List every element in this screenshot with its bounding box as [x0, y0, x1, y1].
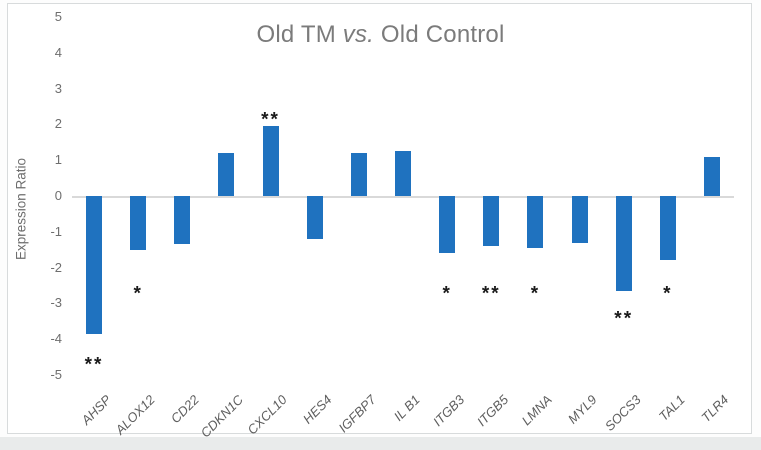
significance-ahsp: ** [84, 354, 104, 376]
x-label-cxcl10: CXCL10 [244, 392, 291, 438]
bar-cxcl10 [262, 126, 279, 196]
bar-lmna [527, 196, 544, 248]
bar-cdkn1c [218, 153, 235, 196]
bar-socs3 [615, 196, 632, 291]
x-label-il-b1: IL B1 [390, 392, 423, 424]
chart-area: Old TM vs. Old Control Expression Ratio … [7, 3, 753, 440]
bar-igfbp7 [350, 153, 367, 196]
chart-title-prefix: Old TM [256, 21, 343, 48]
y-tick-label: 1 [54, 152, 62, 168]
x-label-alox12: ALOX12 [112, 392, 158, 438]
bar-il-b1 [395, 151, 411, 196]
zero-baseline [72, 196, 734, 198]
significance-lmna: * [530, 283, 541, 305]
significance-itgb5: ** [481, 283, 501, 305]
bar-itgb5 [483, 196, 500, 247]
x-label-tlr4: TLR4 [698, 392, 732, 426]
x-label-igfbp7: IGFBP7 [335, 392, 379, 436]
y-tick-label: 4 [54, 44, 62, 60]
x-label-tal1: TAL1 [655, 392, 688, 424]
chart-title: Old TM vs. Old Control [8, 21, 753, 49]
x-label-lmna: LMNA [518, 392, 556, 429]
significance-alox12: * [133, 283, 143, 305]
bar-hes4 [306, 196, 323, 239]
x-label-myl9: MYL9 [564, 392, 600, 427]
x-label-itgb3: ITGB3 [429, 392, 467, 430]
x-label-hes4: HES4 [299, 392, 335, 427]
bar-itgb3 [439, 196, 456, 254]
significance-cxcl10: ** [261, 109, 280, 131]
bar-tlr4 [704, 156, 720, 196]
bar-myl9 [571, 196, 588, 243]
chart-title-italic: vs. [342, 21, 375, 48]
y-tick-label: 3 [54, 80, 62, 96]
significance-itgb3: * [442, 283, 452, 305]
y-tick-label: -4 [50, 331, 62, 347]
y-tick-label: -2 [50, 259, 62, 275]
chart-title-suffix: Old Control [374, 21, 505, 48]
y-tick-label: 5 [54, 9, 62, 24]
x-label-ahsp: AHSP [77, 392, 114, 428]
significance-socs3: ** [614, 308, 634, 330]
y-tick-label: 0 [54, 188, 62, 203]
y-tick-label: -5 [50, 367, 62, 382]
bar-cd22 [174, 196, 191, 245]
x-label-socs3: SOCS3 [601, 392, 644, 434]
bar-alox12 [130, 196, 147, 250]
page-bottom-band [0, 437, 761, 450]
x-label-cdkn1c: CDKN1C [197, 392, 247, 441]
y-tick-label: 2 [54, 116, 62, 132]
x-label-cd22: CD22 [167, 392, 202, 427]
y-tick-label: -1 [50, 223, 62, 239]
bar-ahsp [86, 196, 102, 334]
bar-tal1 [659, 196, 676, 261]
y-tick-label: -3 [50, 295, 62, 311]
x-label-itgb5: ITGB5 [473, 392, 511, 430]
significance-tal1: * [663, 283, 673, 305]
